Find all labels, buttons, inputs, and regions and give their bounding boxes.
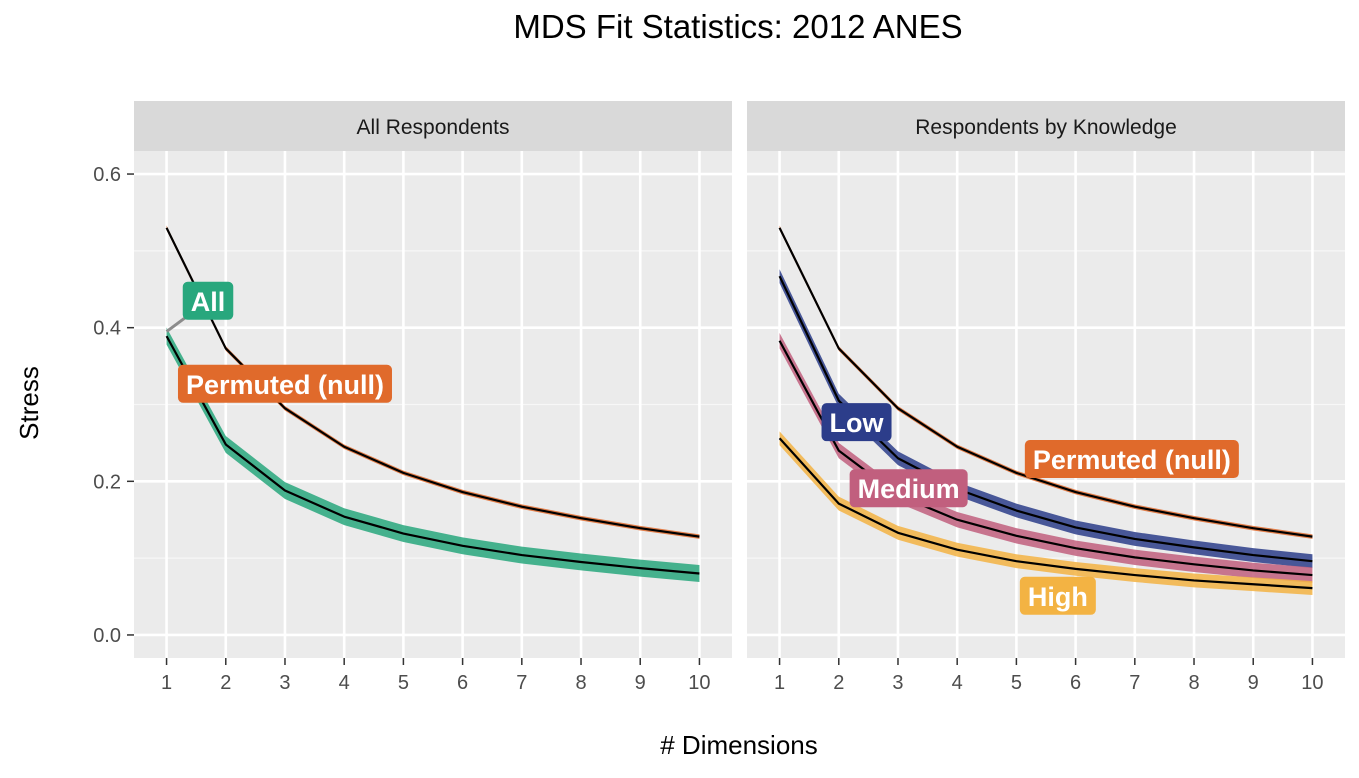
label-text: All [191, 287, 226, 317]
series-label-medium: Medium [849, 469, 968, 508]
facet-strip-label: All Respondents [357, 116, 510, 139]
x-tick-label: 10 [1301, 672, 1323, 694]
series-all [165, 327, 700, 582]
series-label-permuted-null: Permuted (null) [177, 364, 392, 403]
panel-1: All Respondents 1 2 3 4 5 6 7 8 9 10 0.0 0.2 0.4 0.6 Al… [93, 101, 732, 694]
label-box [182, 281, 234, 320]
label-box [1019, 576, 1096, 615]
x-tick-label: 2 [220, 672, 231, 694]
series-label-permuted-null: Permuted (null) [1024, 440, 1239, 479]
x-tick-label: 4 [339, 672, 350, 694]
facet-strip [747, 101, 1345, 151]
label-text: Permuted (null) [186, 370, 384, 400]
label-text: Permuted (null) [1033, 445, 1231, 475]
panel-2: Respondents by Knowledge 1 2 3 4 5 6 7 8 9 10 Low Pe… [747, 101, 1345, 694]
series-band [779, 431, 1313, 596]
x-tick-label: 5 [398, 672, 409, 694]
x-axis-label: # Dimensions [660, 730, 818, 760]
chart-title: MDS Fit Statistics: 2012 ANES [513, 8, 962, 45]
series-label-all: All [165, 281, 234, 333]
x-tick-label: 2 [833, 672, 844, 694]
facet-strip-label: Respondents by Knowledge [915, 116, 1177, 139]
x-tick-label: 7 [516, 672, 527, 694]
x-tick-label: 6 [1070, 672, 1081, 694]
x-tick-label: 8 [1188, 672, 1199, 694]
x-tick-label: 7 [1129, 672, 1140, 694]
x-tick-label: 9 [635, 672, 646, 694]
label-box [177, 364, 392, 403]
series-label-low: Low [821, 403, 892, 442]
facet-strip [134, 101, 732, 151]
series-line [778, 437, 1313, 590]
label-box [821, 403, 892, 442]
label-text: Low [830, 408, 885, 438]
series-line [778, 227, 1313, 538]
y-tick-label: 0.4 [93, 318, 121, 340]
label-box [1024, 440, 1239, 479]
y-tick-label: 0.0 [93, 625, 121, 647]
x-tick-label: 1 [774, 672, 785, 694]
x-tick-label: 3 [892, 672, 903, 694]
x-tick-label: 8 [575, 672, 586, 694]
x-tick-label: 3 [279, 672, 290, 694]
facet-panels: All Respondents 1 2 3 4 5 6 7 8 9 10 0.0 0.2 0.4 0.6 Al… [93, 101, 1345, 694]
label-box [849, 469, 968, 508]
series-high [778, 431, 1313, 596]
label-text: Medium [858, 474, 960, 504]
x-tick-label: 5 [1011, 672, 1022, 694]
x-tick-label: 4 [952, 672, 963, 694]
x-tick-label: 9 [1248, 672, 1259, 694]
series-line [165, 335, 700, 575]
x-tick-label: 1 [161, 672, 172, 694]
series-permuted-null [778, 225, 1313, 539]
y-tick-label: 0.2 [93, 471, 121, 493]
label-text: High [1028, 582, 1088, 612]
x-tick-label: 6 [457, 672, 468, 694]
y-tick-label: 0.6 [93, 164, 121, 186]
series-label-high: High [1019, 576, 1096, 615]
y-axis-label: Stress [14, 366, 44, 440]
x-tick-label: 10 [688, 672, 710, 694]
